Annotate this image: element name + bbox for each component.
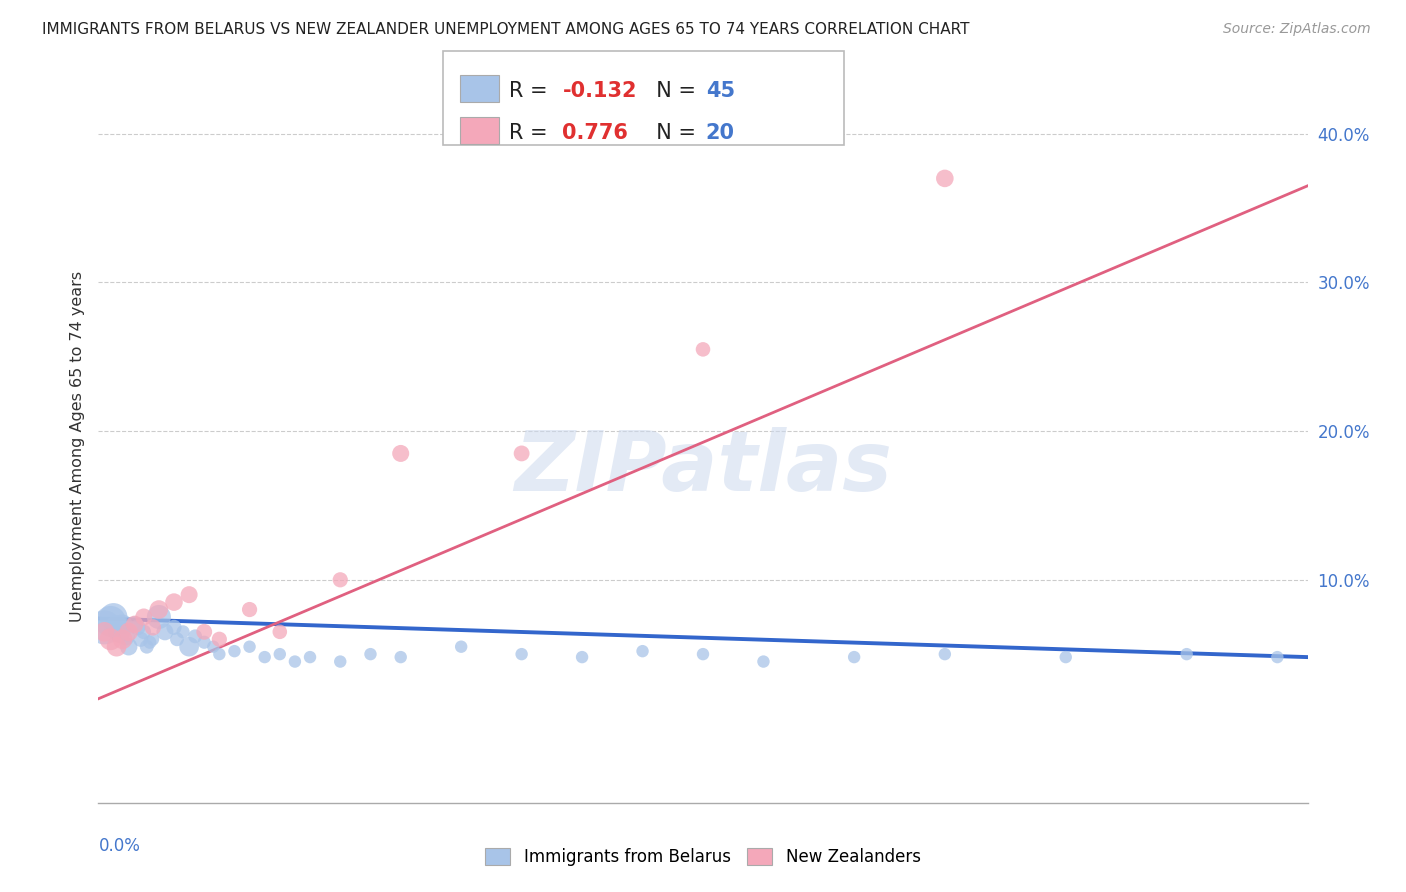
Point bbox=[692, 343, 714, 357]
Point bbox=[172, 624, 194, 639]
Point bbox=[135, 640, 157, 654]
Point bbox=[239, 640, 262, 654]
Text: ZIPatlas: ZIPatlas bbox=[515, 427, 891, 508]
Point bbox=[450, 640, 472, 654]
Point bbox=[329, 573, 352, 587]
Point bbox=[269, 647, 291, 661]
Point bbox=[193, 635, 215, 649]
Point bbox=[108, 624, 131, 639]
Point bbox=[111, 617, 134, 632]
Point bbox=[166, 632, 188, 647]
Point bbox=[1267, 650, 1289, 665]
Point bbox=[179, 640, 201, 654]
Point bbox=[179, 588, 201, 602]
Point bbox=[1175, 647, 1198, 661]
Point bbox=[389, 650, 412, 665]
Point bbox=[329, 655, 352, 669]
Point bbox=[124, 617, 146, 632]
Point bbox=[105, 640, 128, 654]
Point bbox=[193, 624, 215, 639]
Point bbox=[752, 655, 775, 669]
Point bbox=[184, 629, 207, 643]
Point bbox=[360, 647, 382, 661]
Point bbox=[103, 610, 125, 624]
Point bbox=[239, 602, 262, 616]
Point bbox=[118, 640, 141, 654]
Point bbox=[692, 647, 714, 661]
Text: N =: N = bbox=[643, 81, 702, 101]
Point bbox=[389, 446, 412, 460]
Text: -0.132: -0.132 bbox=[562, 81, 637, 101]
Point bbox=[631, 644, 654, 658]
Point bbox=[299, 650, 322, 665]
Point bbox=[934, 647, 956, 661]
Point bbox=[105, 620, 128, 634]
Point bbox=[148, 610, 170, 624]
Point bbox=[510, 647, 533, 661]
Point bbox=[100, 615, 122, 629]
Point bbox=[208, 647, 231, 661]
Legend: Immigrants from Belarus, New Zealanders: Immigrants from Belarus, New Zealanders bbox=[485, 847, 921, 866]
Point bbox=[127, 620, 149, 634]
Point bbox=[142, 632, 165, 647]
Point bbox=[129, 632, 152, 647]
Point bbox=[100, 632, 122, 647]
Point bbox=[93, 620, 115, 634]
Text: R =: R = bbox=[509, 123, 561, 144]
Text: R =: R = bbox=[509, 81, 554, 101]
Point bbox=[202, 640, 225, 654]
Point bbox=[224, 644, 246, 658]
Text: 45: 45 bbox=[706, 81, 735, 101]
Text: 0.0%: 0.0% bbox=[98, 838, 141, 855]
Y-axis label: Unemployment Among Ages 65 to 74 years: Unemployment Among Ages 65 to 74 years bbox=[69, 270, 84, 622]
Point bbox=[571, 650, 593, 665]
Point bbox=[208, 632, 231, 647]
Point bbox=[132, 624, 155, 639]
Text: 0.776: 0.776 bbox=[562, 123, 628, 144]
Point bbox=[118, 624, 141, 639]
Text: N =: N = bbox=[643, 123, 702, 144]
Point bbox=[934, 171, 956, 186]
Point bbox=[148, 602, 170, 616]
Point bbox=[844, 650, 866, 665]
Point bbox=[93, 624, 115, 639]
Point bbox=[142, 620, 165, 634]
Text: IMMIGRANTS FROM BELARUS VS NEW ZEALANDER UNEMPLOYMENT AMONG AGES 65 TO 74 YEARS : IMMIGRANTS FROM BELARUS VS NEW ZEALANDER… bbox=[42, 22, 970, 37]
Point bbox=[153, 624, 176, 639]
Point bbox=[139, 635, 162, 649]
Point bbox=[253, 650, 276, 665]
Point bbox=[510, 446, 533, 460]
Point bbox=[284, 655, 307, 669]
Point bbox=[132, 610, 155, 624]
Point bbox=[111, 632, 134, 647]
Text: Source: ZipAtlas.com: Source: ZipAtlas.com bbox=[1223, 22, 1371, 37]
Text: 20: 20 bbox=[706, 123, 735, 144]
Point bbox=[1054, 650, 1077, 665]
Point bbox=[114, 629, 136, 643]
Point bbox=[163, 595, 186, 609]
Point bbox=[124, 617, 146, 632]
Point bbox=[269, 624, 291, 639]
Point bbox=[163, 620, 186, 634]
